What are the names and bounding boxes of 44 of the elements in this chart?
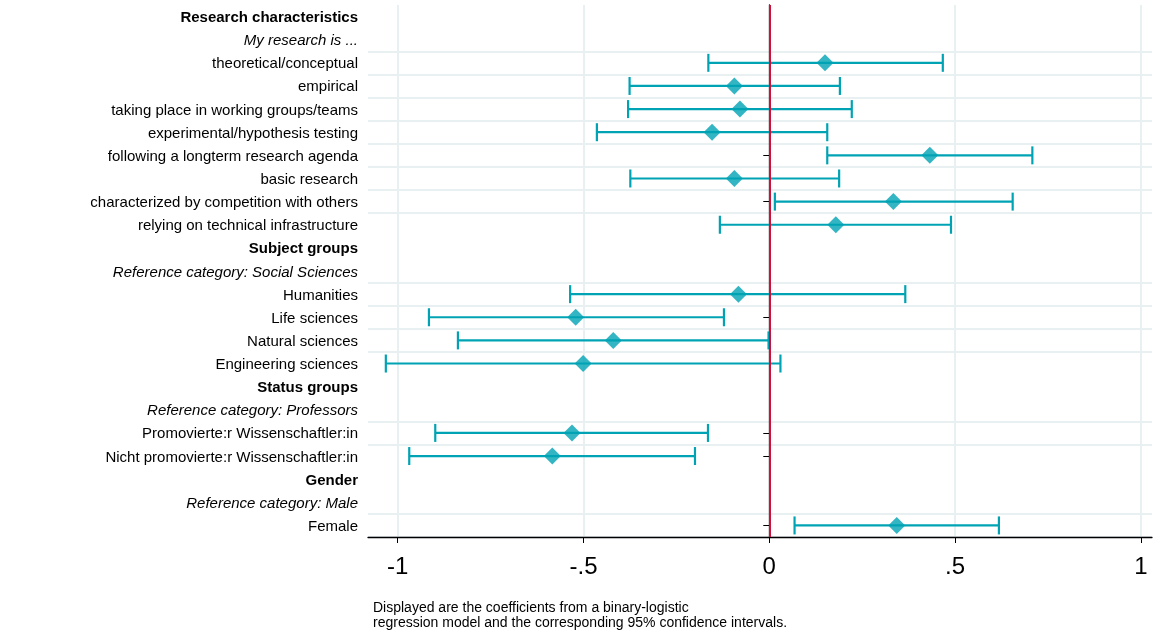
y-tick-label: basic research xyxy=(260,169,358,187)
y-tick-label: Humanities xyxy=(282,285,358,303)
point xyxy=(731,100,749,118)
y-tick-label: Reference category: Male xyxy=(186,493,358,511)
x-tick-label: 1 xyxy=(1134,551,1148,579)
y-tick-label: Female xyxy=(307,516,358,534)
y-tick-label: theoretical/conceptual xyxy=(212,54,358,72)
x-tick-label: 0 xyxy=(762,551,776,579)
point xyxy=(563,424,581,442)
point xyxy=(888,516,906,534)
point xyxy=(604,331,622,349)
y-tick-label: characterized by competition with others xyxy=(90,193,358,211)
point xyxy=(543,447,561,465)
point xyxy=(725,77,743,95)
y-tick-label: Life sciences xyxy=(271,308,358,326)
y-tick-label: Research characteristics xyxy=(180,8,358,26)
point xyxy=(703,123,721,141)
y-tick-label: experimental/hypothesis testing xyxy=(147,123,358,141)
x-tick-label: -.5 xyxy=(569,551,598,579)
x-tick-label: -1 xyxy=(387,551,409,579)
y-tick-label: Gender xyxy=(305,470,359,488)
y-tick-label: following a longterm research agenda xyxy=(107,146,359,164)
point xyxy=(816,54,834,72)
point xyxy=(729,285,747,303)
y-tick-label: Nicht promovierte:r Wissenschaftler:in xyxy=(105,447,358,465)
y-tick-label: My research is ... xyxy=(243,31,358,49)
y-tick-label: Reference category: Social Sciences xyxy=(112,262,359,280)
y-tick-label: Promovierte:r Wissenschaftler:in xyxy=(142,424,358,442)
point xyxy=(574,355,592,373)
y-tick-label: Reference category: Professors xyxy=(147,401,359,419)
point xyxy=(725,169,743,187)
y-tick-label: Engineering sciences xyxy=(215,355,358,373)
y-tick-label: empirical xyxy=(297,77,358,95)
x-tick-label: .5 xyxy=(945,551,966,579)
y-tick-label: Natural sciences xyxy=(247,331,358,349)
y-tick-label: relying on technical infrastructure xyxy=(137,216,358,234)
point xyxy=(827,216,845,234)
y-tick-label: Status groups xyxy=(257,378,358,396)
text: Displayed are the coefficients from a binary-logistic regression model and the corresponding 95% confidence intervals. xyxy=(373,598,788,630)
y-tick-label: Subject groups xyxy=(248,239,358,257)
y-tick-label: taking place in working groups/teams xyxy=(111,100,358,118)
point xyxy=(884,193,902,211)
point xyxy=(567,308,585,326)
point xyxy=(921,146,939,164)
